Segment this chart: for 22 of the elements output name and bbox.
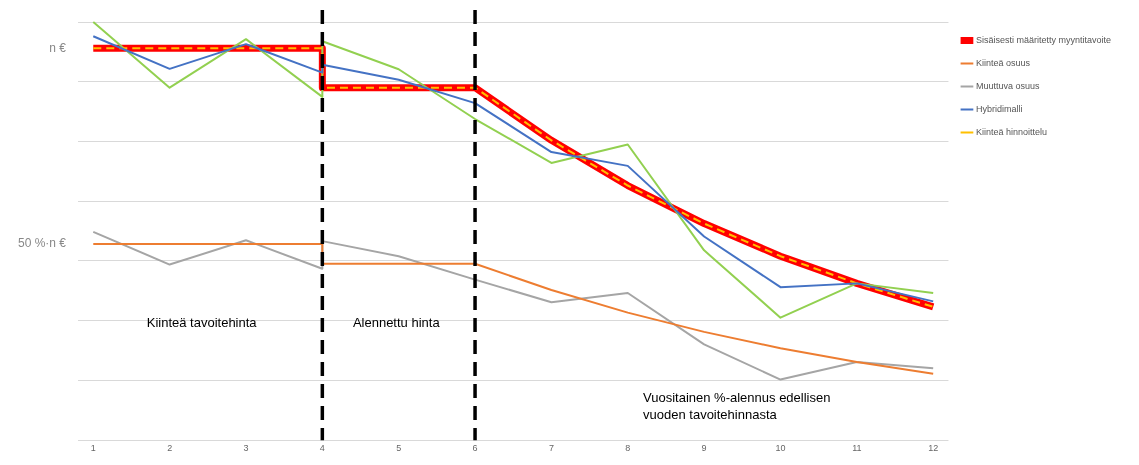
text: 50 %·n € xyxy=(17,236,67,251)
legend-label: Muuttuva osuus xyxy=(975,80,1040,91)
legend-label: Kiinteä osuus xyxy=(975,57,1031,68)
x-tick-label: 5 xyxy=(396,443,402,454)
x-tick-label: 6 xyxy=(472,443,478,454)
text: n € xyxy=(49,40,67,55)
x-tick-label: 2 xyxy=(167,443,173,454)
legend-label: Hybridimalli xyxy=(975,103,1023,114)
legend-label: Sisäisesti määritetty myyntitavoite xyxy=(975,34,1111,45)
x-tick-label: 4 xyxy=(319,443,325,454)
x-tick-label: 7 xyxy=(548,443,554,454)
x-tick-label: 1 xyxy=(90,443,96,454)
x-tick-label: 11 xyxy=(852,443,862,454)
legend-label: Kiinteä hinnoittelu xyxy=(975,126,1048,137)
x-tick-label: 8 xyxy=(625,443,631,454)
annotation: Alennettu hinta xyxy=(352,314,441,330)
x-tick-label: 9 xyxy=(701,443,707,454)
annotation: Kiinteä tavoitehinta xyxy=(146,314,258,330)
x-tick-label: 12 xyxy=(928,443,939,454)
x-tick-label: 10 xyxy=(775,443,786,454)
annotation: Vuositainen %-alennus edellisen vuoden tavoitehinnasta xyxy=(643,389,831,422)
x-tick-label: 3 xyxy=(243,443,249,454)
